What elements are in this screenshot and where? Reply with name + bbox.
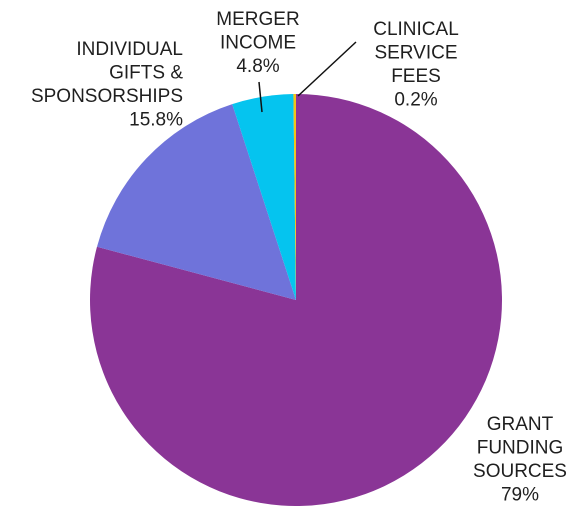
value-label: 15.8% xyxy=(129,110,183,131)
label-line: INDIVIDUAL xyxy=(76,39,183,60)
label-line: GIFTS & xyxy=(109,63,183,84)
value-label: 4.8% xyxy=(236,56,279,77)
slice-label: GRANT FUNDING SOURCES 79% xyxy=(473,414,567,506)
value-label: 79% xyxy=(501,485,539,506)
label-line: SERVICE xyxy=(374,43,457,64)
leader-line xyxy=(258,81,263,113)
label-line: INCOME xyxy=(220,33,296,54)
label-line: GRANT xyxy=(487,414,554,435)
label-line: FUNDING xyxy=(477,438,564,459)
label-line: SPONSORSHIPS xyxy=(31,86,183,107)
label-line: FEES xyxy=(391,66,441,87)
slice-label: INDIVIDUAL GIFTS & SPONSORSHIPS 15.8% xyxy=(31,39,183,131)
slice-label: MERGER INCOME 4.8% xyxy=(216,9,299,77)
label-line: MERGER xyxy=(216,9,299,30)
pie-slice xyxy=(293,94,296,300)
pie-slice xyxy=(90,94,502,506)
pie-slice xyxy=(232,94,296,300)
pie-slice xyxy=(96,104,296,301)
label-line: CLINICAL xyxy=(373,19,459,40)
leader-line xyxy=(297,41,357,97)
slice-label: CLINICAL SERVICE FEES 0.2% xyxy=(373,19,459,111)
value-label: 0.2% xyxy=(394,90,437,111)
label-line: SOURCES xyxy=(473,461,567,482)
